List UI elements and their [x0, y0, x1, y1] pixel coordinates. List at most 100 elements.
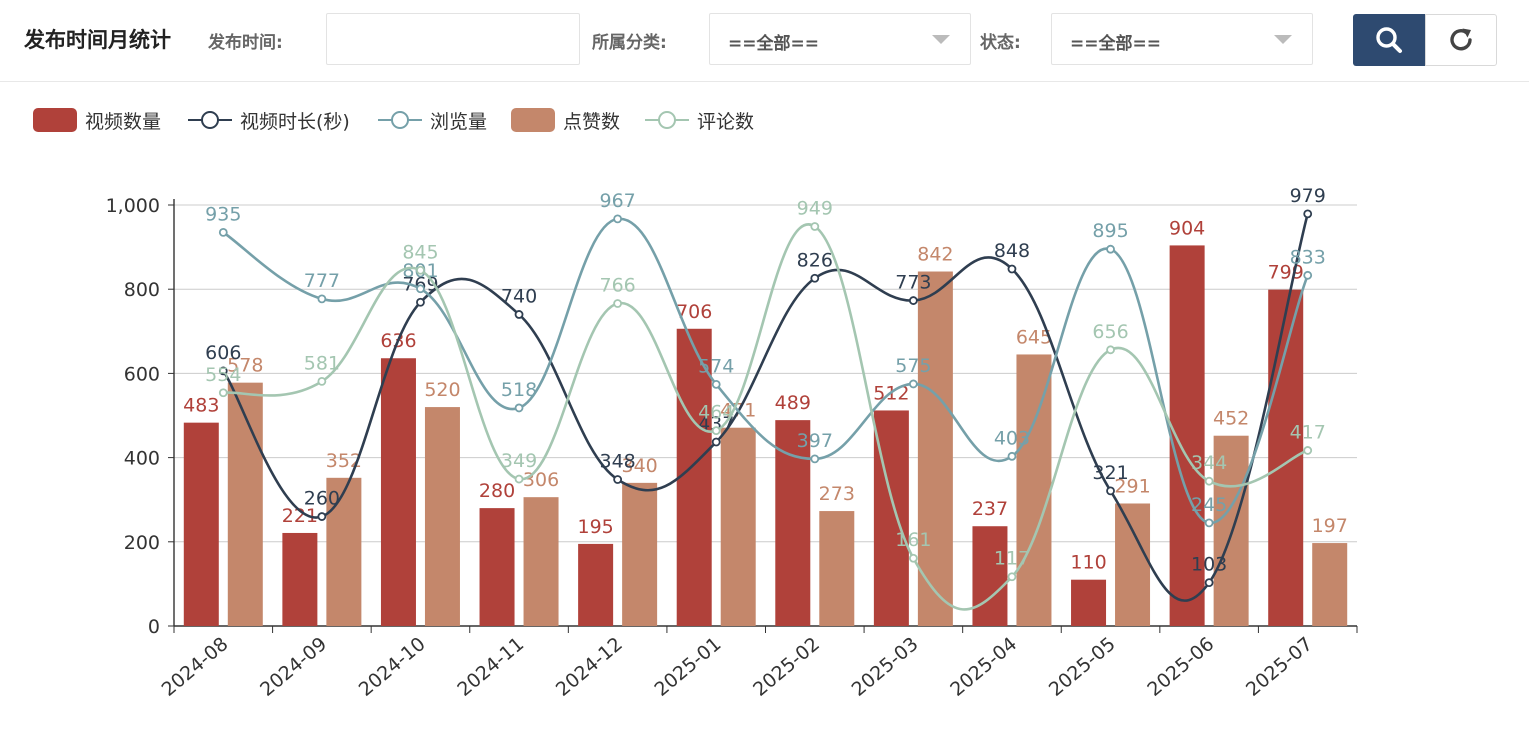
publish-time-input[interactable] — [326, 13, 580, 65]
data-label: 979 — [1290, 185, 1326, 207]
search-button[interactable] — [1353, 14, 1425, 66]
data-label: 518 — [501, 379, 537, 401]
data-label: 110 — [1070, 552, 1106, 574]
data-label: 489 — [775, 392, 811, 414]
chevron-down-icon — [1274, 35, 1292, 44]
bar — [578, 543, 614, 626]
bar — [424, 407, 460, 626]
data-label: 349 — [501, 450, 537, 472]
line-point — [1106, 244, 1115, 254]
legend-swatch — [378, 111, 422, 129]
refresh-button[interactable] — [1425, 14, 1497, 66]
data-label: 904 — [1169, 217, 1205, 239]
line-point — [1106, 345, 1115, 355]
x-tick-label: 2024-11 — [453, 633, 528, 701]
data-label: 321 — [1092, 462, 1128, 484]
page-title: 发布时间月统计 — [24, 28, 171, 52]
legend-label: 视频时长(秒) — [240, 110, 350, 133]
data-label: 197 — [1312, 515, 1348, 537]
data-label: 967 — [599, 190, 635, 212]
legend-swatch — [33, 108, 77, 132]
bar — [479, 508, 515, 626]
line-point — [416, 284, 425, 294]
y-tick-label: 1,000 — [106, 195, 160, 217]
data-label: 845 — [402, 241, 438, 263]
bar — [1071, 579, 1107, 626]
line-point — [514, 310, 524, 319]
line-point — [317, 376, 327, 386]
data-label: 581 — [304, 352, 340, 374]
data-label: 117 — [994, 548, 1030, 570]
line-point — [810, 454, 820, 464]
data-label: 344 — [1191, 452, 1227, 474]
bar — [523, 497, 559, 626]
data-label: 237 — [972, 498, 1008, 520]
data-label: 340 — [621, 455, 657, 477]
legend-item-video-duration[interactable]: 视频时长(秒) — [188, 106, 350, 134]
line-point — [908, 296, 918, 305]
data-label: 483 — [183, 395, 219, 417]
data-label: 397 — [797, 430, 833, 452]
data-label: 520 — [424, 379, 460, 401]
line-point — [1007, 451, 1017, 461]
data-label: 437 — [698, 413, 734, 435]
legend-label: 评论数 — [697, 110, 755, 133]
legend-label: 点赞数 — [563, 110, 621, 133]
data-label: 895 — [1092, 220, 1128, 242]
data-label: 273 — [819, 483, 855, 505]
y-tick-label: 200 — [124, 532, 160, 554]
data-label: 221 — [282, 505, 318, 527]
status-select-value: ==全部== — [1070, 34, 1161, 54]
publish-time-label: 发布时间: — [208, 33, 283, 53]
line-point — [218, 227, 228, 237]
line-point — [317, 512, 327, 521]
data-label: 645 — [1016, 326, 1052, 348]
line-point — [711, 437, 721, 447]
status-select[interactable]: ==全部== — [1051, 13, 1313, 65]
data-label: 706 — [676, 301, 712, 323]
legend-item-video-count[interactable]: 视频数量 — [33, 106, 161, 134]
line-point — [810, 222, 820, 231]
data-label: 464 — [698, 402, 734, 424]
x-tick-label: 2024-12 — [552, 633, 627, 701]
data-label: 935 — [205, 203, 241, 225]
bar — [917, 271, 953, 626]
line-point — [416, 297, 425, 307]
bar — [1016, 354, 1052, 626]
x-tick-label: 2024-08 — [158, 633, 233, 701]
bar — [380, 358, 416, 626]
y-tick-label: 600 — [124, 363, 160, 385]
line-point — [908, 553, 918, 563]
series-line — [222, 213, 1309, 602]
legend-item-views[interactable]: 浏览量 — [378, 106, 487, 134]
filter-bar: 发布时间月统计 发布时间: 所属分类: ==全部== 状态: ==全部== — [0, 0, 1529, 82]
data-label: 606 — [205, 342, 241, 364]
data-label: 245 — [1191, 494, 1227, 516]
data-label: 417 — [1290, 421, 1326, 443]
data-label: 554 — [205, 364, 241, 386]
data-label: 766 — [599, 275, 635, 297]
x-tick-label: 2025-05 — [1045, 633, 1120, 701]
legend-item-comments[interactable]: 评论数 — [645, 106, 754, 134]
series-line — [222, 217, 1309, 525]
data-label: 306 — [523, 469, 559, 491]
line-point — [613, 299, 623, 308]
monthly-stats-chart: 0 200 400 600 800 1,000 2024-08 2024-09 2024-10 2… — [106, 185, 1358, 701]
legend-item-likes[interactable]: 点赞数 — [511, 106, 620, 134]
y-tick-label: 800 — [124, 279, 160, 301]
line-point — [810, 273, 820, 283]
bar — [1268, 289, 1304, 626]
data-label: 777 — [304, 270, 340, 292]
data-label: 575 — [895, 355, 931, 377]
data-label: 352 — [326, 450, 362, 472]
line-point — [218, 388, 228, 398]
bar — [972, 526, 1008, 626]
line-point — [514, 403, 524, 413]
line-point — [1303, 209, 1313, 219]
data-label: 348 — [599, 450, 635, 472]
line-point — [416, 265, 425, 275]
bar — [676, 328, 712, 626]
category-select[interactable]: ==全部== — [709, 13, 971, 65]
x-tick-label: 2024-10 — [355, 633, 430, 701]
category-label: 所属分类: — [592, 33, 667, 53]
